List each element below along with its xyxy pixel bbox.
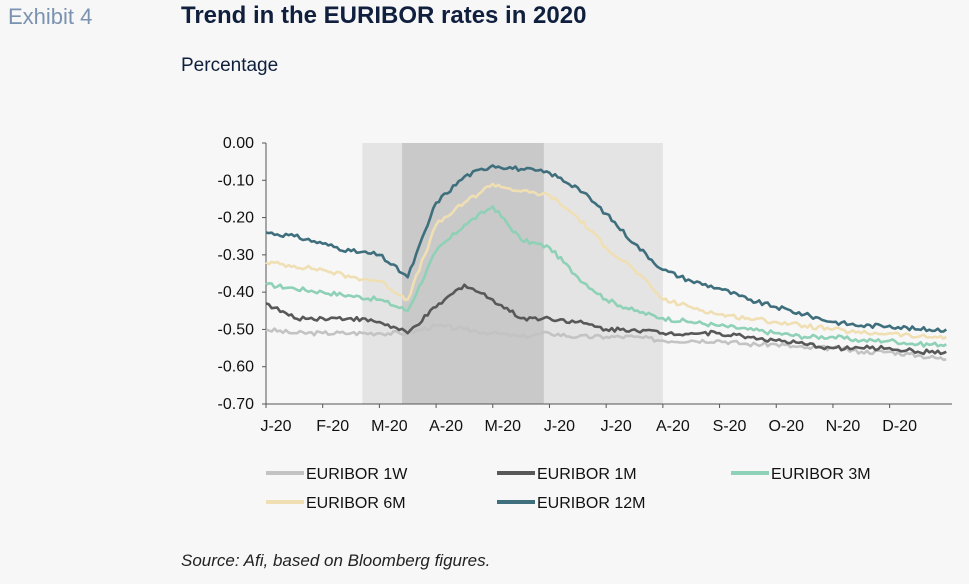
series-line-euribor-3m <box>265 205 947 348</box>
y-tick-label: -0.60 <box>218 359 255 376</box>
legend-label: EURIBOR 6M <box>306 495 406 512</box>
y-tick-label: -0.40 <box>218 284 255 301</box>
x-tick-label: J-20 <box>544 418 575 435</box>
x-tick-label: A-20 <box>656 418 690 435</box>
exhibit-label: Exhibit 4 <box>8 4 93 29</box>
x-tick-label: D-20 <box>882 418 917 435</box>
x-tick-label: F-20 <box>316 418 349 435</box>
y-tick-label: -0.70 <box>218 396 255 413</box>
legend-label: EURIBOR 1M <box>537 466 637 483</box>
x-tick-label: J-20 <box>601 418 632 435</box>
source-note: Source: Afi, based on Bloomberg figures. <box>181 551 491 570</box>
series-line-euribor-1m <box>265 283 947 356</box>
shaded-region-2 <box>402 143 544 404</box>
y-tick-label: -0.20 <box>218 210 255 227</box>
x-tick-label: M-20 <box>485 418 522 435</box>
y-tick-label: -0.10 <box>218 172 255 189</box>
chart-subtitle: Percentage <box>181 55 279 76</box>
x-tick-label: N-20 <box>826 418 861 435</box>
legend-label: EURIBOR 3M <box>771 466 871 483</box>
x-tick-label: J-20 <box>260 418 291 435</box>
x-tick-label: A-20 <box>429 418 463 435</box>
legend-label: EURIBOR 1W <box>306 466 408 483</box>
legend-label: EURIBOR 12M <box>537 495 645 512</box>
y-tick-label: -0.50 <box>218 321 255 338</box>
x-tick-label: S-20 <box>713 418 747 435</box>
series-line-euribor-6m <box>265 182 947 340</box>
series-line-euribor-12m <box>265 164 948 333</box>
y-tick-label: -0.30 <box>218 247 255 264</box>
y-tick-label: 0.00 <box>223 135 254 152</box>
chart-title: Trend in the EURIBOR rates in 2020 <box>181 2 587 29</box>
x-tick-label: O-20 <box>768 418 804 435</box>
x-tick-label: M-20 <box>371 418 408 435</box>
